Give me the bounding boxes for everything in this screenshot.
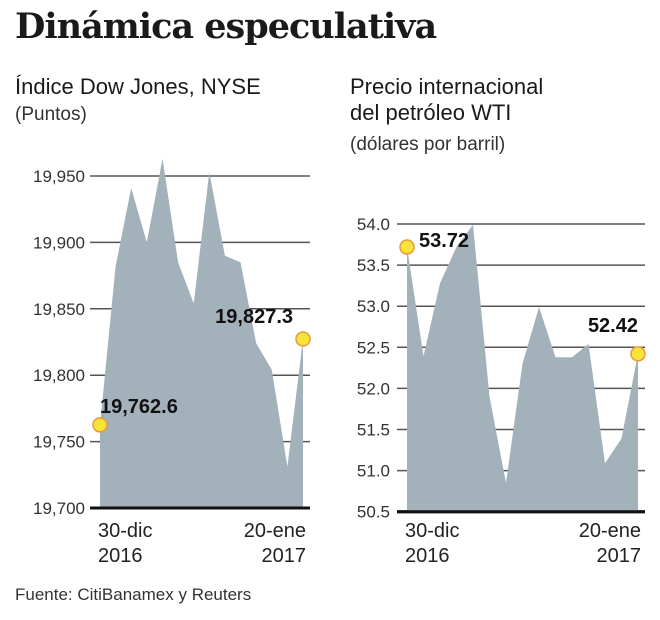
wti-chart-title: Precio internacional del petróleo WTI: [350, 74, 543, 126]
dow-y-tick-label: 19,950: [33, 167, 85, 186]
wti-area-series: [407, 224, 638, 512]
dow-x-start-year: 2016: [98, 545, 143, 567]
wti-value-label: 53.72: [419, 230, 469, 252]
wti-title-line-1: Precio internacional: [350, 74, 544, 99]
dow-chart-title: Índice Dow Jones, NYSE: [15, 74, 261, 99]
wti-highlight-marker: [399, 239, 415, 255]
wti-y-tick-label: 51.5: [357, 421, 390, 440]
wti-y-tick-label: 53.5: [357, 256, 390, 275]
wti-y-tick-label: 52.5: [357, 338, 390, 357]
dow-x-end-year: 2017: [262, 545, 307, 567]
source-note: Fuente: CitiBanamex y Reuters: [15, 585, 252, 604]
wti-y-tick-label: 53.0: [357, 297, 390, 316]
wti-highlight-marker: [630, 346, 646, 362]
dow-chart-unit: (Puntos): [15, 104, 87, 125]
dow-area-series: [100, 158, 303, 508]
dow-y-tick-label: 19,900: [33, 233, 85, 252]
wti-y-tick-label: 54.0: [357, 215, 390, 234]
dow-y-tick-label: 19,850: [33, 300, 85, 319]
wti-chart-unit: (dólares por barril): [350, 134, 506, 155]
wti-title-line-2: del petróleo WTI: [350, 100, 512, 125]
wti-y-tick-label: 50.5: [357, 503, 390, 522]
wti-x-end-label: 20-ene: [579, 520, 641, 542]
dow-value-label: 19,762.6: [100, 396, 178, 418]
dow-y-tick-label: 19,750: [33, 433, 85, 452]
wti-y-tick-label: 52.0: [357, 379, 390, 398]
wti-value-label: 52.42: [588, 315, 638, 337]
dow-highlight-marker: [295, 331, 311, 347]
dow-y-tick-label: 19,800: [33, 366, 85, 385]
dow-x-end-label: 20-ene: [244, 520, 306, 542]
dow-x-start-label: 30-dic: [98, 520, 152, 542]
dow-highlight-marker: [92, 417, 108, 433]
wti-x-start-year: 2016: [405, 545, 450, 567]
dow-y-tick-label: 19,700: [33, 499, 85, 518]
dow-value-label: 19,827.3: [215, 306, 293, 328]
wti-x-end-year: 2017: [597, 545, 642, 567]
wti-x-start-label: 30-dic: [405, 520, 459, 542]
page-title: Dinámica especulativa: [15, 6, 437, 47]
wti-y-tick-label: 51.0: [357, 462, 390, 481]
